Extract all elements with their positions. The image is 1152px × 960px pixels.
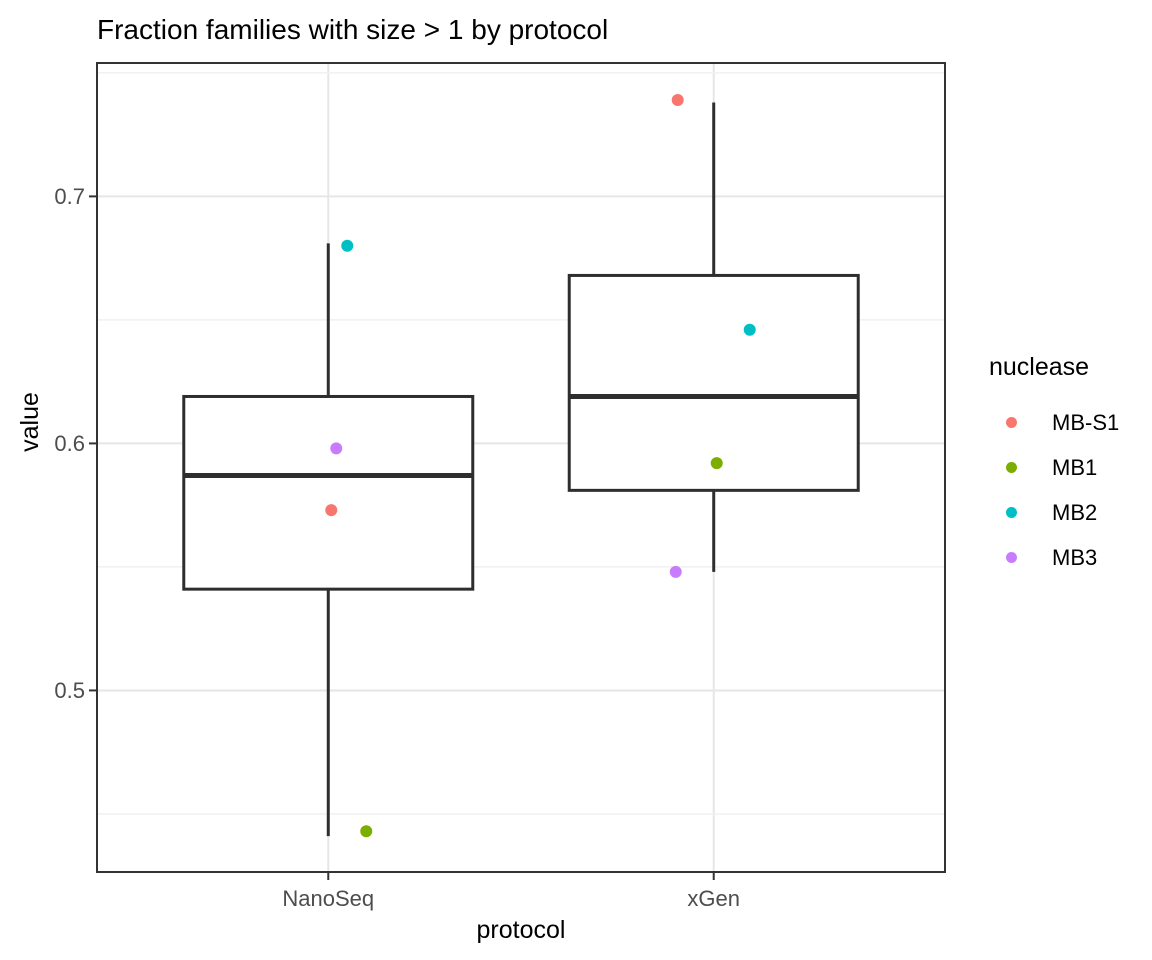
data-point-mb2 bbox=[341, 239, 354, 252]
boxplot-box bbox=[182, 394, 475, 591]
legend: nuclease MB-S1 MB1 MB2 MB3 bbox=[986, 352, 1151, 580]
data-point-mb3 bbox=[330, 442, 343, 455]
x-axis-title: protocol bbox=[476, 916, 566, 944]
data-point-mb1 bbox=[710, 457, 723, 470]
data-point-mb3 bbox=[669, 565, 682, 578]
legend-item: MB2 bbox=[986, 490, 1151, 535]
legend-item: MB1 bbox=[986, 445, 1151, 490]
legend-key-dot bbox=[1006, 507, 1017, 518]
legend-key-dot bbox=[1006, 417, 1017, 428]
chart-title: Fraction families with size > 1 by proto… bbox=[97, 14, 609, 45]
y-tick-label: 0.7 bbox=[54, 184, 85, 209]
legend-item-label: MB2 bbox=[1052, 499, 1098, 525]
data-point-mb2 bbox=[743, 323, 756, 336]
boxplot-box bbox=[567, 273, 860, 492]
legend-item: MB3 bbox=[986, 535, 1151, 580]
legend-item-label: MB3 bbox=[1052, 544, 1098, 570]
legend-title: nuclease bbox=[989, 353, 1090, 381]
y-tick-label: 0.6 bbox=[54, 431, 85, 456]
y-axis-title: value bbox=[16, 392, 44, 452]
legend-key-dot bbox=[1006, 552, 1017, 563]
x-tick-label: xGen bbox=[687, 886, 740, 911]
data-point-mb-s1 bbox=[325, 504, 338, 517]
data-point-mb-s1 bbox=[671, 94, 684, 107]
legend-items: MB-S1 MB1 MB2 MB3 bbox=[986, 400, 1151, 580]
legend-item-label: MB1 bbox=[1052, 454, 1098, 480]
data-point-mb1 bbox=[360, 825, 373, 838]
legend-key-dot bbox=[1006, 462, 1017, 473]
y-tick-label: 0.5 bbox=[54, 678, 85, 703]
legend-item-label: MB-S1 bbox=[1052, 409, 1120, 435]
x-tick-label: NanoSeq bbox=[282, 886, 374, 911]
panel-border bbox=[96, 62, 946, 873]
legend-item: MB-S1 bbox=[986, 400, 1151, 445]
